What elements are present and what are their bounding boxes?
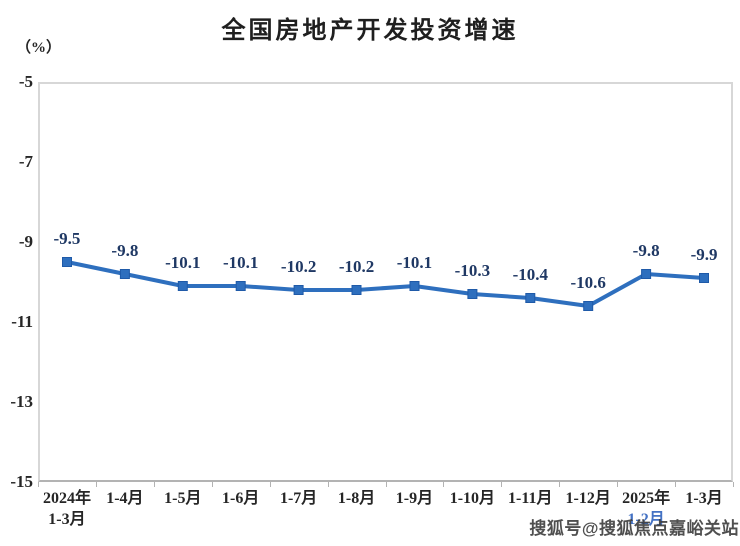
x-axis-tick [559,482,561,487]
x-axis-category-label: 2024年 1-3月 [42,490,91,528]
x-axis-category-label: 1-11月 [508,490,553,507]
data-point-marker [62,257,72,267]
x-axis-tick [501,482,503,487]
data-point-label: -9.8 [632,241,660,260]
x-axis-tick [95,482,97,487]
data-point-label: -10.1 [222,253,259,272]
data-point-label: -9.5 [53,229,81,248]
line-series [65,260,706,308]
chart-title: 全国房地产开发投资增速 [221,17,519,44]
data-point-label: -10.4 [512,265,548,284]
data-point-marker [699,273,709,283]
data-point-label: -10.2 [338,257,375,276]
x-axis-category-label: 1-4月 [106,490,144,507]
x-axis-category-label: 1-10月 [449,490,496,507]
data-point-marker [235,281,246,291]
y-axis-tick-label: -5 [18,72,33,91]
data-point-marker [351,285,362,295]
x-axis-category-label: 1-7月 [279,490,318,507]
x-axis-tick [269,482,271,487]
y-axis-tick-label: -13 [10,392,33,411]
data-point-label: -10.1 [396,253,433,272]
x-axis-tick [327,482,329,487]
data-point-marker [177,281,188,291]
x-axis-tick [385,482,387,487]
x-axis-tick [211,482,213,487]
x-axis-tick [38,482,39,487]
x-axis-tick [617,482,619,487]
x-axis-category-label: 2025年 1-2月 [622,490,671,528]
x-axis-tick [733,482,734,487]
y-axis-tick-label: -9 [18,232,33,251]
data-point-marker [409,281,420,291]
x-axis-category-label: 1-8月 [337,490,376,507]
line-series-svg [62,257,709,311]
data-point-label: -10.6 [570,273,606,292]
y-axis-tick-label: -11 [11,312,33,331]
data-point-marker [641,269,652,279]
data-point-marker [293,285,304,295]
data-point-label: -10.1 [165,253,201,272]
y-axis-unit-label: （%） [16,40,62,56]
x-axis-tick [153,482,155,487]
y-axis-tick-label: -15 [10,472,33,491]
x-axis-category-label: 1-12月 [565,490,611,507]
data-point-label: -10.2 [280,257,317,276]
data-point-label: -9.9 [690,245,718,264]
data-point-label: -10.3 [454,261,491,280]
y-axis-tick-label: -7 [18,152,33,171]
x-axis-tick [443,482,445,487]
data-point-marker [467,289,478,299]
data-point-marker [525,293,536,303]
x-axis-category-label: 1-9月 [395,490,434,507]
watermark: 搜狐号@搜狐焦点嘉峪关站 [529,519,739,538]
data-point-marker [583,301,594,311]
x-axis-category-label: 1-5月 [164,490,202,507]
x-axis-category-label: 1-6月 [222,490,260,507]
x-axis-category-label: 1-3月 [685,490,723,507]
data-point-label: -9.8 [111,241,139,260]
data-point-marker [119,269,130,279]
x-axis-tick [675,482,677,487]
